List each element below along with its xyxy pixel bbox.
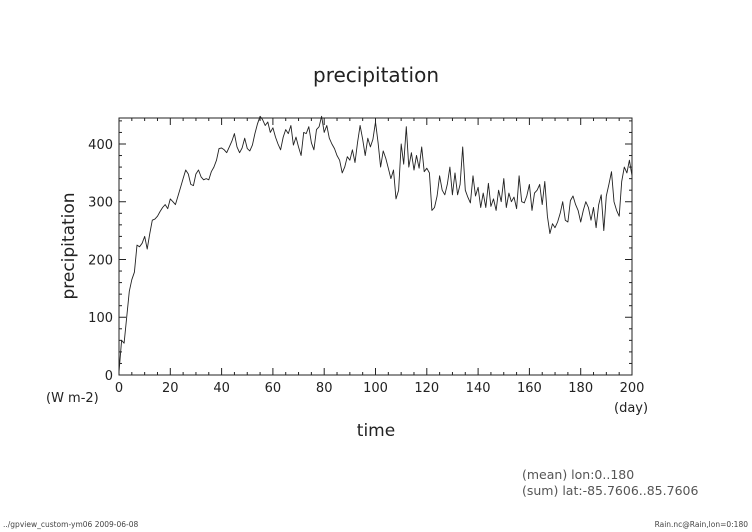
x-axis-label: time bbox=[357, 421, 395, 441]
x-axis: 0 20 40 60 80 100 120 140 160 180 200 bbox=[115, 118, 645, 396]
x-tick-label: 60 bbox=[265, 381, 282, 396]
y-axis-label: precipitation bbox=[59, 192, 79, 299]
y-tick-label: 100 bbox=[88, 311, 113, 326]
mean-note: (mean) lon:0..180 bbox=[522, 467, 635, 482]
x-tick-label: 100 bbox=[363, 381, 388, 396]
y-axis: 0 100 200 300 400 bbox=[88, 120, 632, 384]
x-tick-label: 0 bbox=[115, 381, 123, 396]
series-line-0 bbox=[118, 115, 633, 373]
y-tick-label: 300 bbox=[88, 196, 113, 211]
x-tick-label: 120 bbox=[414, 381, 439, 396]
chart-title: precipitation bbox=[313, 63, 439, 87]
plot-frame bbox=[118, 117, 633, 376]
x-tick-label: 180 bbox=[568, 381, 593, 396]
y-tick-label: 400 bbox=[88, 138, 113, 153]
x-tick-label: 20 bbox=[162, 381, 179, 396]
footer-left: ../gpview_custom-ym06 2009-06-08 bbox=[3, 520, 139, 529]
x-tick-label: 200 bbox=[620, 381, 645, 396]
series-layer bbox=[118, 115, 633, 373]
y-tick-label: 200 bbox=[88, 253, 113, 268]
x-tick-label: 80 bbox=[316, 381, 333, 396]
y-tick-label: 0 bbox=[105, 369, 113, 384]
sum-note: (sum) lat:-85.7606..85.7606 bbox=[522, 483, 699, 498]
x-tick-label: 140 bbox=[466, 381, 491, 396]
x-tick-label: 40 bbox=[213, 381, 230, 396]
y-unit-label: (W m-2) bbox=[46, 391, 99, 406]
x-tick-label: 160 bbox=[517, 381, 542, 396]
footer-right: Rain.nc@Rain,lon=0:180 bbox=[654, 520, 748, 529]
x-unit-label: (day) bbox=[614, 401, 648, 416]
